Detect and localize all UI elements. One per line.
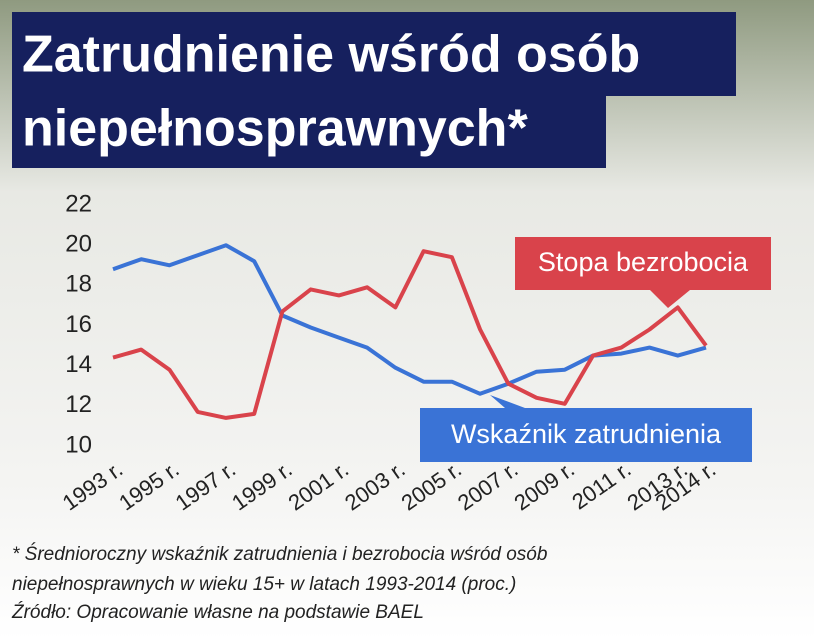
legend-box [420, 395, 752, 462]
series-line [112, 249, 708, 420]
title-box [12, 12, 736, 96]
chart-title: Zatrudnienie wśród osób [22, 26, 640, 84]
legend-label: Wskaźnik zatrudnienia [451, 419, 722, 449]
chart-title: niepełnosprawnych* [22, 100, 528, 158]
y-tick-label: 10 [65, 431, 92, 458]
y-tick-label: 14 [65, 351, 92, 378]
legend-label: Stopa bezrobocia [538, 247, 749, 277]
y-tick-label: 16 [65, 311, 92, 338]
y-tick-label: 12 [65, 391, 92, 418]
title-box [12, 96, 606, 168]
note: * Średnioroczny wskaźnik zatrudnienia i … [12, 543, 547, 565]
legend-box [515, 237, 771, 308]
y-tick-label: 22 [65, 190, 92, 217]
series-line [112, 243, 707, 396]
y-tick-label: 20 [65, 231, 92, 258]
y-tick-label: 18 [65, 271, 92, 298]
note: niepełnosprawnych w wieku 15+ w latach 1… [12, 574, 516, 595]
note: Źródło: Opracowanie własne na podstawie … [11, 602, 424, 623]
